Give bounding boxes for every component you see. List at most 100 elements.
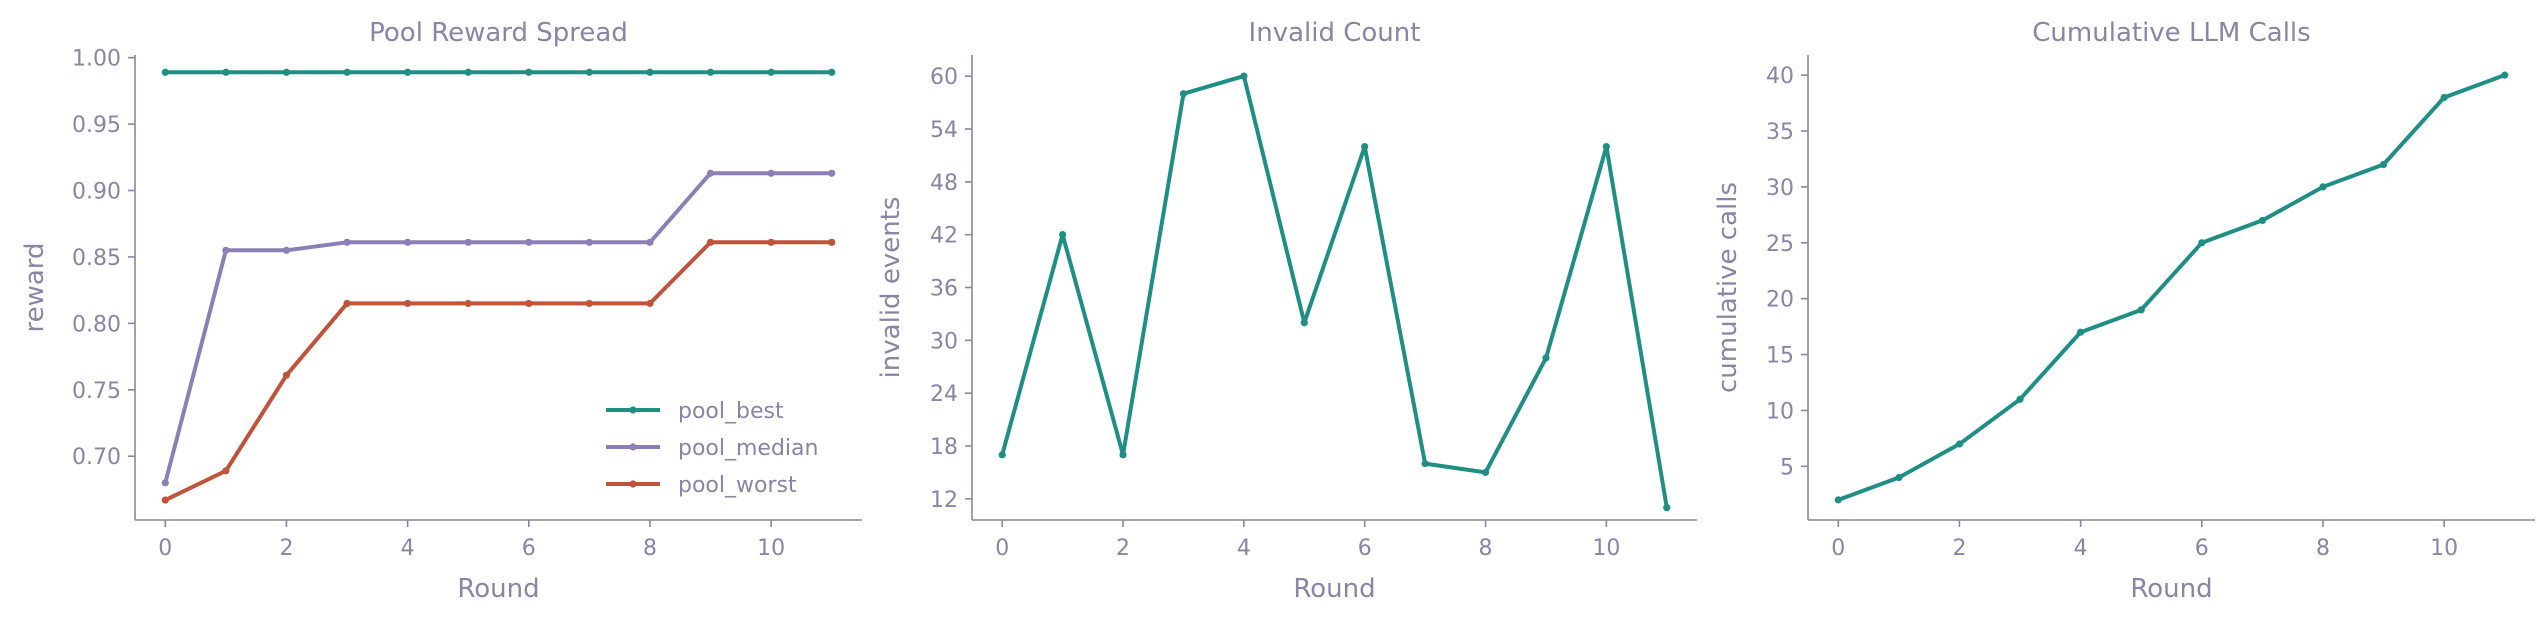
pool-best-point: [828, 68, 836, 76]
series-point: [2016, 395, 2024, 403]
x-tick-label: 0: [995, 536, 1009, 561]
pool-best-point: [767, 68, 775, 76]
y-axis-label: reward: [20, 242, 50, 332]
series-point: [1955, 440, 1964, 448]
chart-panel-3: 0 2 4 6 8 10 5 10 15 20 25 30 35 40 Cumulative LLM Cal…: [1713, 18, 2535, 604]
series-point: [1542, 354, 1550, 362]
pool-median-point: [404, 238, 412, 246]
pool-worst-point: [464, 299, 472, 308]
chart-title: Invalid Count: [1249, 18, 1421, 48]
pool-best-point: [222, 68, 230, 76]
series-point: [2077, 328, 2085, 336]
y-tick-label: 60: [930, 65, 958, 90]
series-line: [1837, 73, 2506, 502]
pool-best-point: [404, 68, 412, 76]
pool-median-point: [282, 246, 291, 254]
y-tick-label: 40: [1766, 64, 1794, 89]
series-point: [1361, 142, 1369, 151]
chart-title: Cumulative LLM Calls: [2032, 18, 2310, 48]
x-tick-label: 4: [401, 536, 415, 561]
pool-worst-point: [828, 238, 836, 246]
y-tick-label: 12: [930, 488, 958, 513]
x-tick-label: 4: [1237, 536, 1251, 561]
series-point: [1834, 496, 1842, 504]
y-tick-label: 10: [1766, 399, 1794, 424]
series-point: [2379, 160, 2388, 169]
pool-worst-point: [646, 299, 654, 308]
y-tick-label: 54: [930, 118, 958, 143]
chart-panel-1: 0 2 4 6 8 10 0.70 0.75 0.80 0.85 0.90 0.95 1.00 Pool …: [20, 18, 862, 604]
y-tick-label: 42: [930, 224, 958, 249]
x-axis-label: Round: [2130, 574, 2212, 604]
series-point: [1481, 468, 1490, 477]
series-point: [1240, 72, 1248, 80]
legend-label-pool-worst: pool_worst: [678, 473, 797, 498]
series-point: [1663, 504, 1671, 512]
y-tick-label: 0.75: [72, 379, 121, 404]
y-tick-label: 48: [930, 171, 958, 196]
x-tick-label: 2: [279, 536, 293, 561]
pool-median-point: [343, 238, 351, 246]
series-point: [2440, 93, 2448, 102]
y-tick-label: 0.85: [72, 246, 121, 271]
pool-median-point: [464, 238, 472, 246]
legend-label-pool-median: pool_median: [678, 436, 818, 461]
pool-median-point: [706, 169, 715, 177]
pool-median-point: [525, 238, 533, 246]
legend-marker-pool-median: [629, 443, 637, 451]
y-tick-label: 0.95: [72, 113, 121, 138]
pool-worst-point: [161, 496, 169, 504]
pool-median-point: [222, 246, 230, 254]
y-tick-label: 35: [1766, 120, 1794, 145]
series-point: [1895, 473, 1903, 482]
series-point: [1300, 319, 1308, 327]
y-tick-label: 24: [930, 382, 958, 407]
y-tick-label: 0.80: [72, 312, 121, 337]
series-point: [1421, 460, 1429, 468]
y-tick-label: 0.90: [72, 180, 121, 205]
pool-best-point: [646, 68, 654, 76]
pool-best-point: [525, 68, 533, 76]
pool-worst-line: [164, 240, 832, 502]
x-axis-label: Round: [457, 574, 539, 604]
x-tick-label: 8: [643, 536, 657, 561]
x-tick-label: 2: [1116, 536, 1130, 561]
pool-median-point: [646, 238, 654, 246]
legend-marker-pool-best: [629, 406, 637, 414]
series-point: [1602, 142, 1610, 151]
pool-median-point: [161, 479, 169, 487]
x-tick-label: 0: [158, 536, 172, 561]
x-tick-label: 6: [1358, 536, 1372, 561]
series-point: [1059, 231, 1067, 239]
y-axis-label: cumulative calls: [1713, 182, 1743, 393]
y-tick-label: 1.00: [72, 47, 121, 72]
x-tick-label: 0: [1831, 536, 1845, 561]
x-axis-label: Round: [1293, 574, 1375, 604]
pool-worst-point: [222, 467, 230, 475]
pool-median-point: [585, 238, 593, 246]
series-point: [2198, 239, 2206, 247]
pool-best-point: [464, 68, 472, 76]
x-tick-label: 10: [757, 536, 785, 561]
series-point: [2137, 306, 2145, 314]
y-tick-label: 30: [930, 329, 958, 354]
pool-best-point: [161, 68, 169, 76]
x-tick-label: 10: [2430, 536, 2458, 561]
pool-best-point: [282, 68, 291, 76]
series-point: [1179, 90, 1188, 98]
pool-worst-point: [404, 299, 412, 308]
y-tick-label: 15: [1766, 344, 1794, 369]
y-tick-label: 18: [930, 435, 958, 460]
pool-worst-point: [343, 299, 351, 308]
y-tick-label: 0.70: [72, 445, 121, 470]
pool-worst-point: [282, 371, 291, 379]
pool-median-line: [163, 171, 832, 484]
x-tick-label: 6: [522, 536, 536, 561]
series-point: [1119, 451, 1127, 459]
y-tick-label: 36: [930, 277, 958, 302]
y-tick-label: 20: [1766, 288, 1794, 313]
x-tick-label: 2: [1952, 536, 1966, 561]
y-tick-label: 25: [1766, 232, 1794, 257]
